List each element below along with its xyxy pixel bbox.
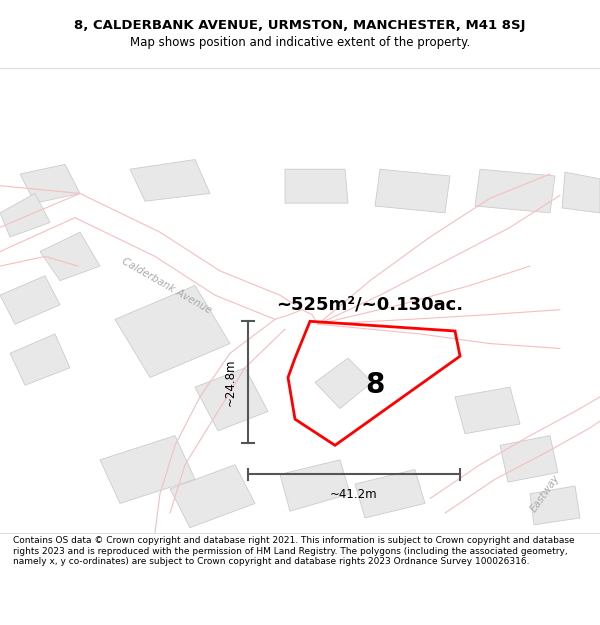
Polygon shape — [475, 169, 555, 212]
Text: 8: 8 — [365, 371, 385, 399]
Polygon shape — [562, 172, 600, 212]
Text: Calderbank Avenue: Calderbank Avenue — [120, 256, 213, 315]
Polygon shape — [100, 436, 195, 504]
Polygon shape — [0, 194, 50, 237]
Polygon shape — [355, 469, 425, 518]
Text: Map shows position and indicative extent of the property.: Map shows position and indicative extent… — [130, 36, 470, 49]
Text: ~41.2m: ~41.2m — [330, 488, 378, 501]
Polygon shape — [10, 334, 70, 385]
Polygon shape — [170, 465, 255, 528]
Polygon shape — [530, 486, 580, 525]
Polygon shape — [455, 387, 520, 434]
Polygon shape — [280, 460, 350, 511]
Text: Contains OS data © Crown copyright and database right 2021. This information is : Contains OS data © Crown copyright and d… — [13, 536, 575, 566]
Polygon shape — [20, 164, 80, 203]
Text: ~525m²/~0.130ac.: ~525m²/~0.130ac. — [277, 296, 464, 314]
Text: Eastway: Eastway — [529, 473, 562, 514]
Polygon shape — [130, 159, 210, 201]
Text: 8, CALDERBANK AVENUE, URMSTON, MANCHESTER, M41 8SJ: 8, CALDERBANK AVENUE, URMSTON, MANCHESTE… — [74, 19, 526, 32]
Polygon shape — [375, 169, 450, 212]
Polygon shape — [285, 169, 348, 203]
Polygon shape — [315, 358, 372, 409]
Text: ~24.8m: ~24.8m — [223, 359, 236, 406]
Polygon shape — [40, 232, 100, 281]
Polygon shape — [115, 286, 230, 378]
Polygon shape — [500, 436, 558, 482]
Polygon shape — [0, 276, 60, 324]
Polygon shape — [195, 368, 268, 431]
